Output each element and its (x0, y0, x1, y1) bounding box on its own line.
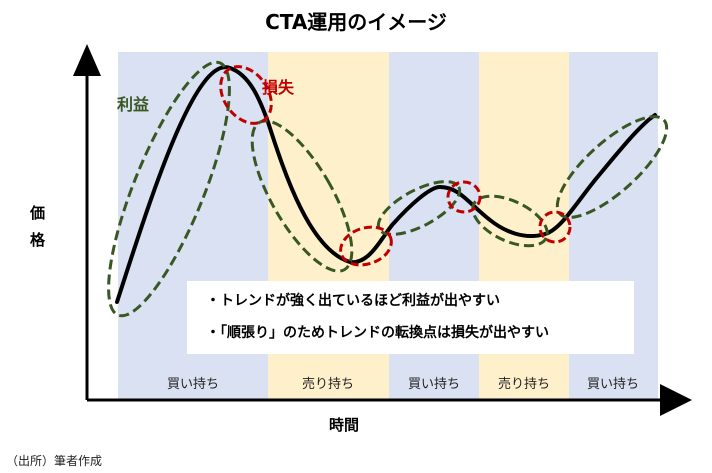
price-curve (115, 65, 657, 304)
y-axis-label-2: 格 (30, 231, 46, 249)
loss-label: 損失 (262, 78, 295, 97)
loss-ellipse-4 (538, 210, 572, 244)
y-axis-arrowhead (73, 44, 101, 76)
phase-label-4: 売り持ち (498, 376, 550, 392)
profit-ellipse-2 (250, 119, 354, 273)
loss-ellipse-2 (339, 225, 393, 267)
bullet-loss: ・「順張り」のためトレンドの転換点は損失が出やすい (206, 325, 549, 341)
x-axis-arrowhead (660, 384, 692, 416)
y-axis-label-1: 価 (30, 204, 46, 222)
x-axis-label: 時間 (329, 416, 360, 434)
profit-ellipse-1 (107, 60, 231, 318)
phase-label-1: 買い持ち (167, 377, 219, 392)
profit-ellipse-3 (376, 180, 462, 236)
explanation-box: ・トレンドが強く出ているほど利益が出やすい ・「順張り」のためトレンドの転換点は… (187, 281, 634, 354)
bullet-profit: ・トレンドが強く出ているほど利益が出やすい (206, 293, 500, 309)
profit-label: 利益 (117, 95, 149, 114)
phase-label-2: 売り持ち (302, 376, 354, 392)
phase-label-5: 買い持ち (587, 377, 639, 392)
source-note: （出所）筆者作成 (6, 454, 103, 468)
phase-label-3: 買い持ち (408, 377, 460, 392)
loss-ellipse-3 (446, 180, 482, 214)
page-title: CTA運用のイメージ (265, 10, 447, 34)
